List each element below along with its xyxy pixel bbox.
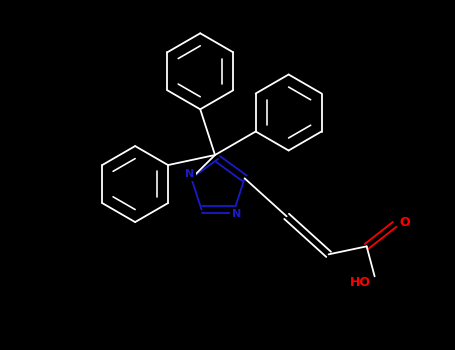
Text: N: N — [232, 209, 241, 219]
Text: N: N — [185, 169, 194, 179]
Text: HO: HO — [350, 276, 371, 289]
Text: O: O — [399, 216, 410, 229]
